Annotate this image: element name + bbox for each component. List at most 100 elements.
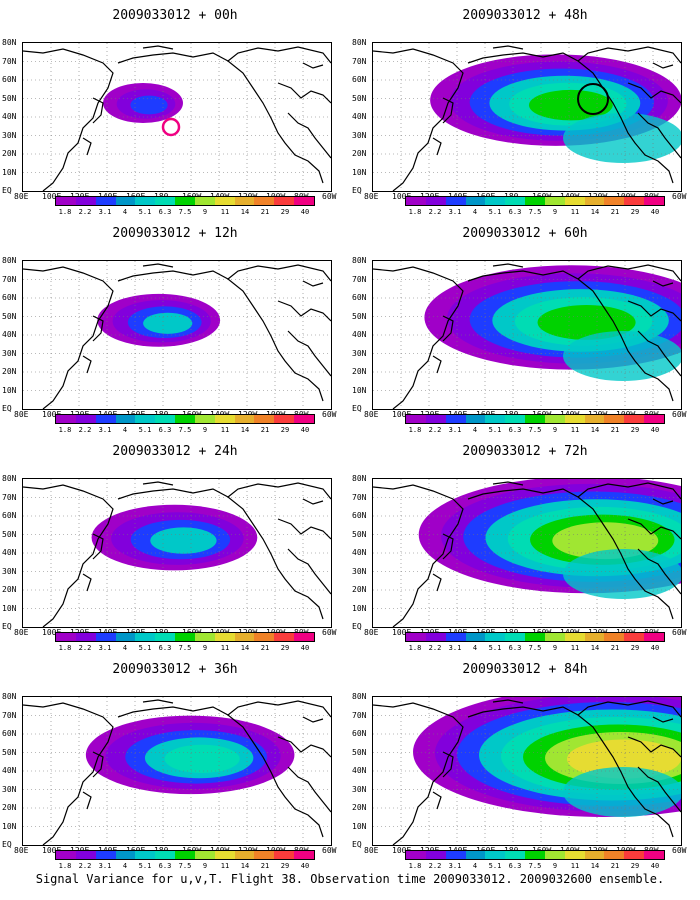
colorbar-label: 3.1	[448, 208, 462, 216]
colorbar-swatch	[254, 851, 275, 859]
colorbar-swatch	[564, 197, 585, 205]
coastline	[373, 266, 464, 409]
colorbar-swatch	[75, 851, 96, 859]
coastline	[82, 573, 92, 592]
colorbar-swatch	[485, 197, 506, 205]
variance-contour	[567, 739, 681, 779]
coastline	[652, 716, 674, 723]
coastline	[432, 137, 442, 156]
coastline	[277, 300, 331, 322]
colorbar-label: 2.2	[428, 644, 442, 652]
colorbar-label: 2.2	[428, 426, 442, 434]
colorbar-swatch	[624, 415, 645, 423]
lat-label: 70N	[352, 492, 367, 502]
lat-label: EQ	[352, 840, 362, 849]
coastline	[82, 355, 92, 374]
lon-label: 60W	[672, 192, 687, 201]
variance-contour	[143, 312, 193, 334]
colorbar-label: 1.8	[408, 426, 422, 434]
map-panel: 2009033012 + 60h 80N 70N 60N 50N 40N 30N 20N 10N…	[350, 218, 700, 443]
variance-map	[373, 697, 681, 845]
lat-label: 50N	[352, 311, 367, 321]
colorbar-label: 6.3	[508, 208, 522, 216]
colorbar	[405, 196, 665, 206]
colorbar-swatch	[175, 415, 195, 423]
figure-caption: Signal Variance for u,v,T. Flight 38. Ob…	[35, 872, 665, 886]
colorbar-swatch	[406, 197, 426, 205]
colorbar-label: 2.2	[428, 208, 442, 216]
colorbar-swatch	[214, 633, 235, 641]
colorbar-label: 11	[220, 644, 230, 652]
coastline	[277, 518, 331, 540]
colorbar-swatch	[155, 415, 176, 423]
colorbar-label: 4	[122, 862, 128, 870]
variance-contour	[563, 113, 681, 163]
lat-label: 30N	[352, 566, 367, 576]
lat-label: 70N	[2, 710, 17, 720]
coastline	[142, 263, 174, 268]
colorbar-swatch	[95, 415, 116, 423]
colorbar-label: 21	[610, 426, 620, 434]
colorbar-label: 1.8	[408, 208, 422, 216]
coastline	[637, 112, 681, 159]
colorbar-swatch	[525, 851, 545, 859]
variance-contour	[528, 89, 613, 121]
colorbar-label: 5.1	[138, 862, 152, 870]
colorbar-swatch	[465, 851, 486, 859]
lat-label: 70N	[2, 492, 17, 502]
lon-label: 80E	[14, 628, 29, 637]
lat-label: 60N	[2, 729, 17, 738]
colorbar-swatch	[564, 633, 585, 641]
coastline	[82, 137, 92, 156]
colorbar-label: 29	[630, 426, 640, 434]
lon-label: 100E	[392, 192, 412, 201]
coastline	[92, 751, 104, 778]
flight-track-marker	[161, 117, 181, 137]
lon-label: 100E	[42, 410, 62, 419]
colorbar-label: 5.1	[138, 426, 152, 434]
colorbar-swatch	[155, 197, 176, 205]
lat-label: 70N	[352, 274, 367, 284]
colorbar-swatch	[465, 197, 486, 205]
map-area	[372, 478, 682, 628]
colorbar-swatch	[175, 197, 195, 205]
coastline	[442, 97, 454, 124]
variance-map	[373, 261, 681, 409]
lon-label: 100E	[42, 628, 62, 637]
variance-map	[23, 697, 331, 845]
lat-label: 20N	[2, 149, 17, 158]
colorbar-labels: 1.8 2.2 3.1 4 5.1 6.3 7.5 9 11 14 21 29 40	[405, 208, 665, 218]
colorbar	[405, 632, 665, 642]
coastline	[492, 45, 524, 50]
colorbar	[55, 632, 315, 642]
colorbar-label: 9	[202, 862, 208, 870]
colorbar	[55, 850, 315, 860]
coastline	[92, 315, 104, 342]
lon-label: 80E	[364, 846, 379, 855]
coastline	[637, 548, 681, 595]
colorbar-swatch	[294, 197, 314, 205]
colorbar-label: 40	[650, 862, 660, 870]
colorbar-label: 6.3	[508, 862, 522, 870]
lon-label: 100E	[392, 846, 412, 855]
lon-label: 60W	[322, 192, 337, 201]
colorbar-label: 6.3	[158, 208, 172, 216]
colorbar-swatch	[505, 851, 526, 859]
colorbar-swatch	[294, 851, 314, 859]
colorbar-label: 6.3	[158, 426, 172, 434]
colorbar-label: 4	[472, 862, 478, 870]
colorbar-label: 11	[220, 426, 230, 434]
colorbar-swatch	[644, 415, 664, 423]
colorbar-label: 40	[300, 426, 310, 434]
colorbar-swatch	[644, 197, 664, 205]
colorbar-swatch	[175, 633, 195, 641]
colorbar-swatch	[644, 633, 664, 641]
colorbar-label: 40	[300, 862, 310, 870]
coastline	[442, 751, 454, 778]
colorbar	[55, 196, 315, 206]
lat-label: 80N	[352, 256, 367, 265]
coastline	[432, 355, 442, 374]
colorbar-label: 2.2	[428, 862, 442, 870]
colorbar-labels: 1.8 2.2 3.1 4 5.1 6.3 7.5 9 11 14 21 29 40	[405, 426, 665, 436]
colorbar-label: 2.2	[78, 208, 92, 216]
